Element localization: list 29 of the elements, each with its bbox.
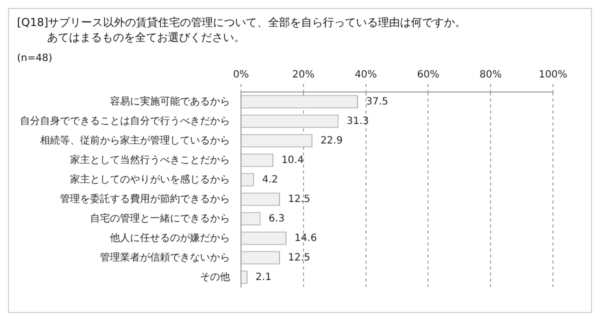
data-label: 22.9 (320, 135, 343, 146)
y-tick-label: 家主として当然行うべきことだから (70, 154, 230, 166)
data-label: 6.3 (268, 213, 285, 224)
data-label: 37.5 (366, 96, 388, 108)
chart-title: [Q18]サブリース以外の賃貸住宅の管理について、全部を自ら行っている理由は何ですか。 (17, 15, 468, 30)
data-label: 14.6 (294, 232, 317, 244)
y-tick-label: 自宅の管理と一緒にできるから (90, 212, 230, 224)
y-tick-label: その他 (200, 270, 230, 283)
text: (n=48) (17, 53, 54, 64)
x-tick-label: 40% (354, 70, 377, 81)
y-tick-label: 容易に実施可能であるから (110, 95, 230, 108)
y-tick-label: 相続等、従前から家主が管理しているから (40, 134, 230, 146)
x-tick-label: 80% (479, 70, 502, 81)
data-label: 10.4 (281, 154, 304, 166)
y-tick-label: 管理業者が信頼できないから (100, 251, 230, 264)
data-label: 4.2 (262, 174, 278, 186)
y-tick-label: 管理を委託する費用が節約できるから (60, 192, 230, 205)
y-tick-label: 自分自身でできることは自分で行うべきだから (20, 114, 230, 127)
x-tick-label: 20% (292, 70, 315, 81)
x-tick-label: 100% (538, 70, 568, 81)
data-label: 2.1 (256, 272, 272, 283)
data-label: 31.3 (346, 116, 369, 127)
text: あてはまるものを全てお選びください。 (46, 30, 246, 45)
x-tick-label: 60% (417, 70, 440, 81)
data-label: 12.5 (288, 252, 310, 264)
y-tick-label: 他人に任せるのが嫌だから (110, 232, 230, 244)
data-label: 12.5 (288, 194, 310, 205)
x-tick-label: 0% (233, 70, 249, 81)
y-tick-label: 家主としてのやりがいを感じるから (70, 173, 230, 186)
